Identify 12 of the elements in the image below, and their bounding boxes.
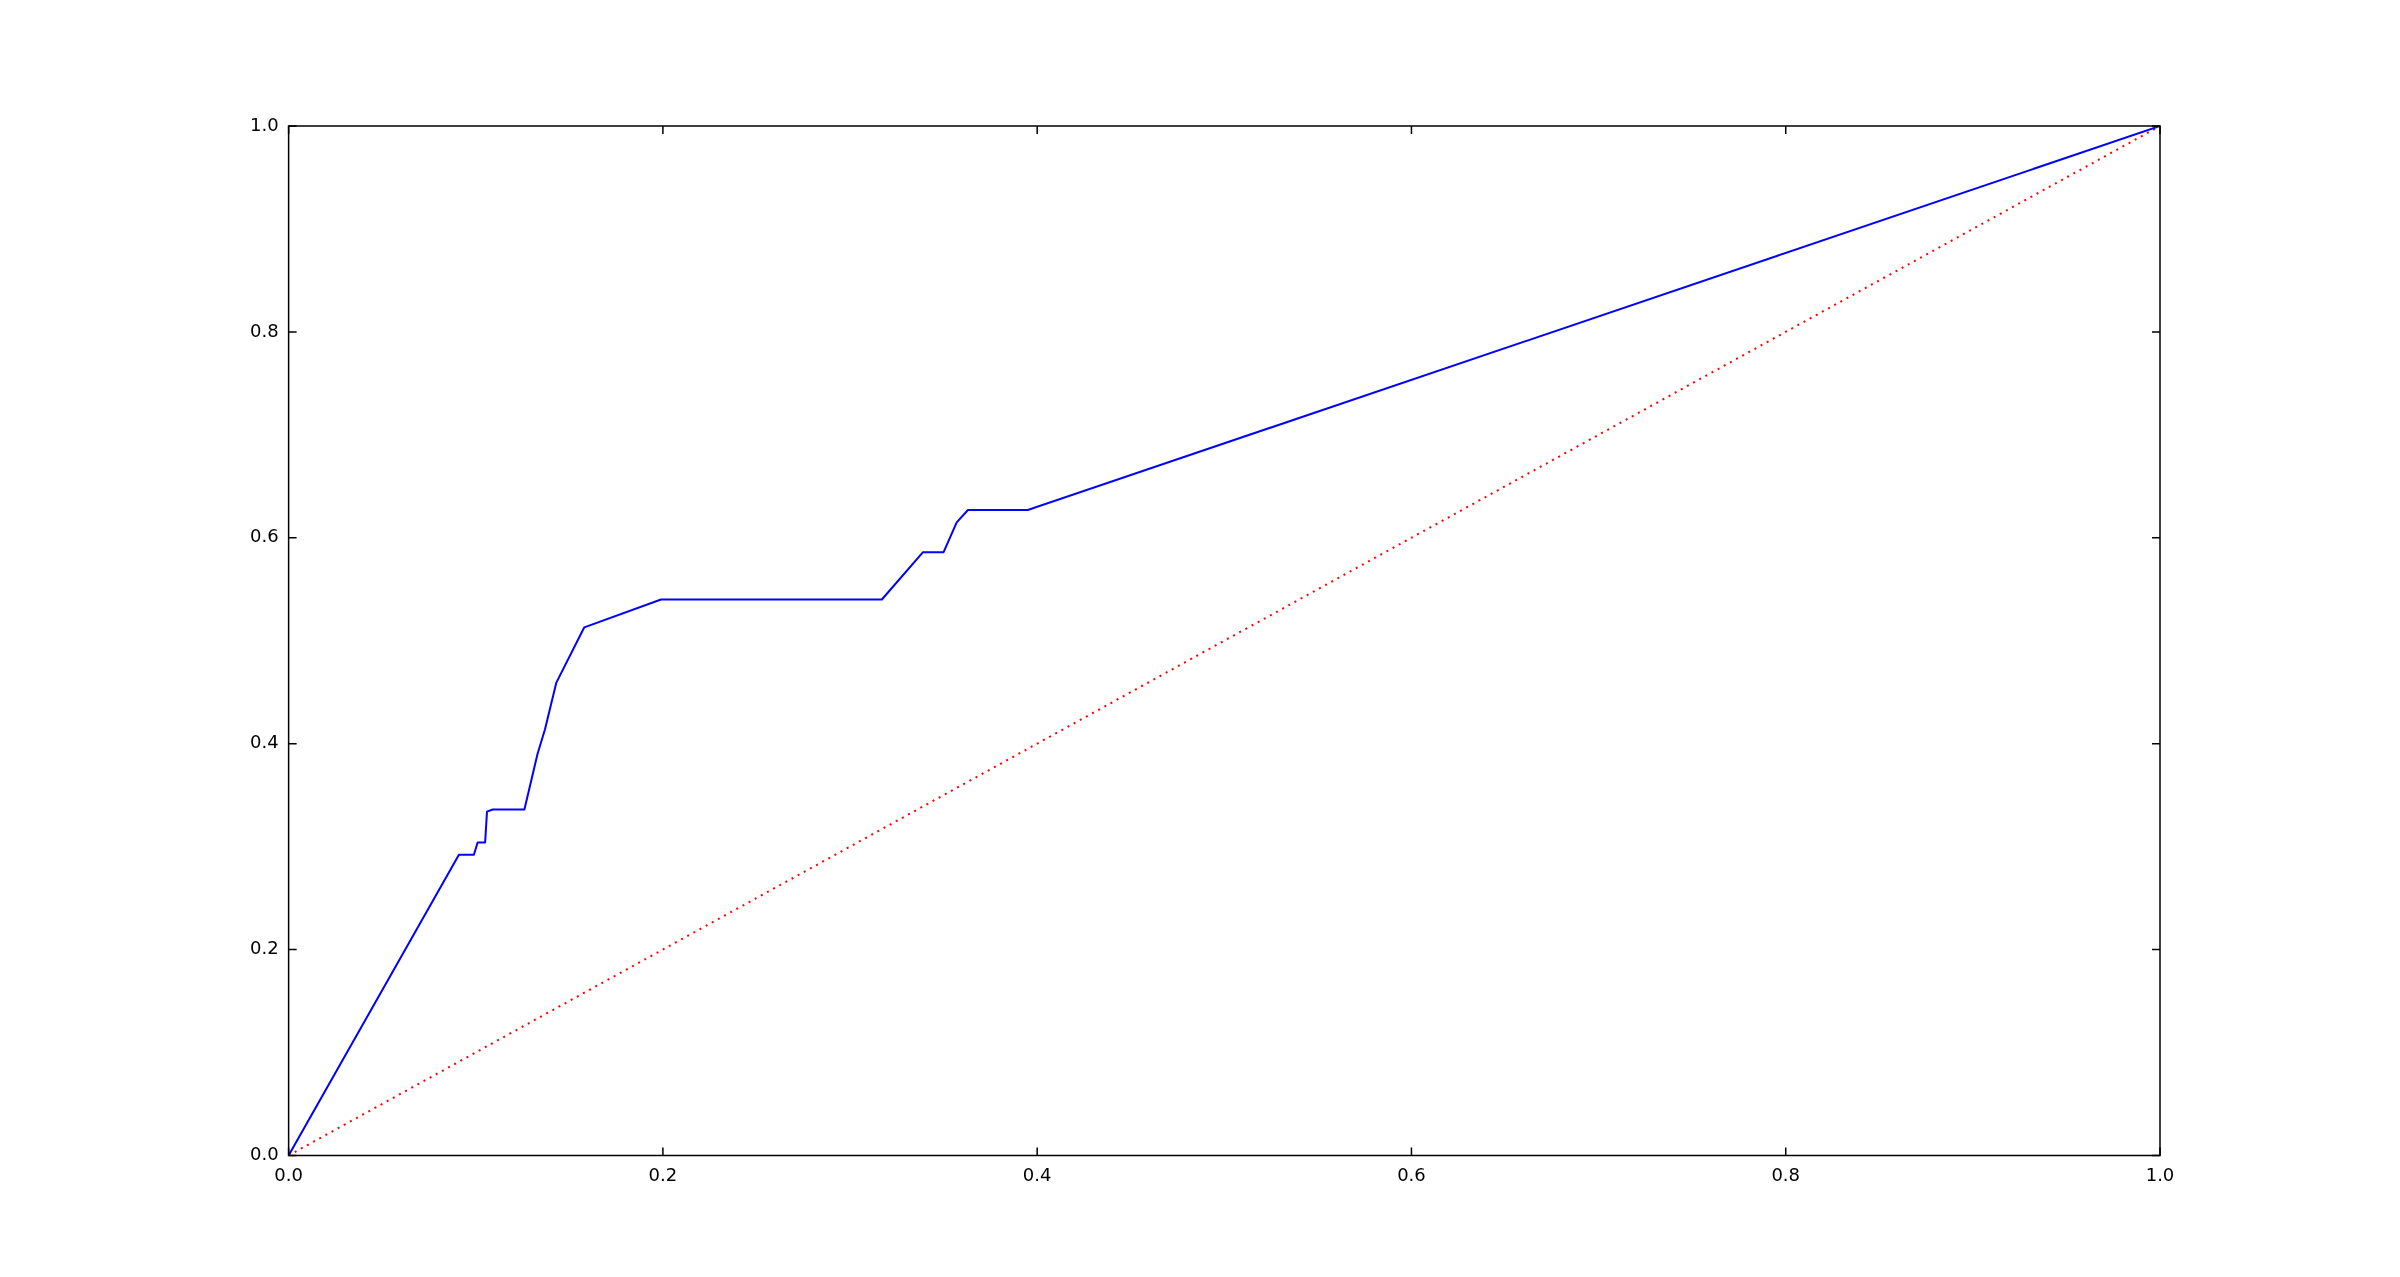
x-tick-label: 0.4	[1022, 1163, 1052, 1185]
x-tick-label: 0.8	[1771, 1163, 1801, 1185]
y-tick-label: 0.4	[249, 731, 279, 753]
x-tick-label: 0.6	[1397, 1163, 1426, 1185]
x-tick-label: 0.0	[274, 1163, 303, 1185]
y-tick-label: 0.0	[249, 1143, 279, 1165]
y-tick-label: 0.6	[249, 525, 279, 547]
x-tick-label: 0.2	[648, 1163, 678, 1185]
y-tick-label: 0.8	[249, 319, 279, 341]
y-tick-label: 0.2	[249, 937, 279, 959]
x-tick-label: 1.0	[2145, 1163, 2175, 1185]
y-tick-label: 1.0	[249, 113, 279, 135]
